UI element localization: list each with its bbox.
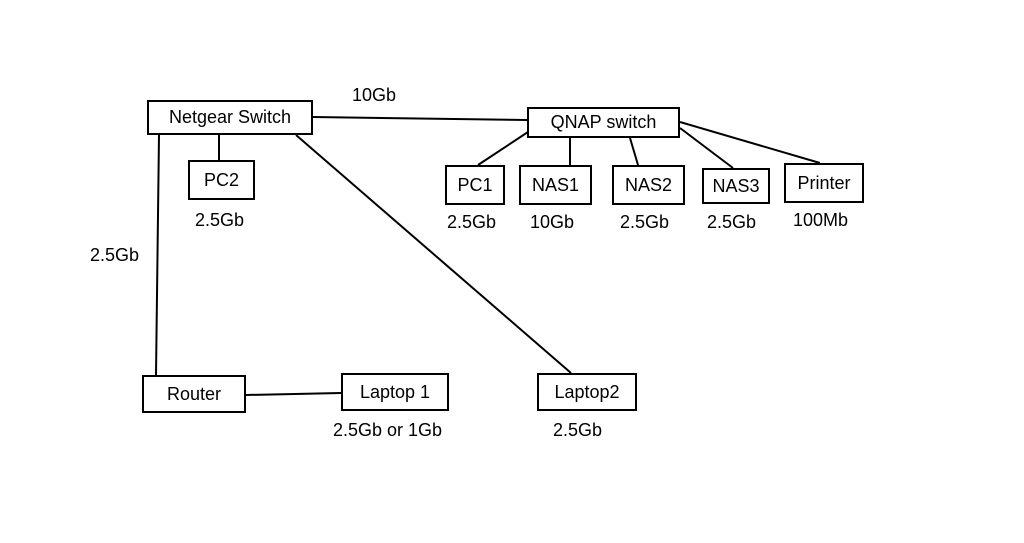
node-label: PC1 bbox=[457, 175, 492, 196]
node-label: Laptop 1 bbox=[360, 382, 430, 403]
node-nas3: NAS3 bbox=[702, 168, 770, 204]
edge-line bbox=[246, 393, 341, 395]
label-text: 10Gb bbox=[352, 85, 396, 105]
node-pc2: PC2 bbox=[188, 160, 255, 200]
label-text: 2.5Gb or 1Gb bbox=[333, 420, 442, 440]
node-printer: Printer bbox=[784, 163, 864, 203]
edge-line bbox=[680, 128, 733, 168]
node-label: NAS3 bbox=[712, 176, 759, 197]
node-nas2: NAS2 bbox=[612, 165, 685, 205]
edge-label-2-5gb: 2.5Gb bbox=[90, 245, 139, 266]
speed-label-laptop2: 2.5Gb bbox=[553, 420, 602, 441]
speed-label-pc1: 2.5Gb bbox=[447, 212, 496, 233]
speed-label-printer: 100Mb bbox=[793, 210, 848, 231]
node-laptop2: Laptop2 bbox=[537, 373, 637, 411]
speed-label-nas2: 2.5Gb bbox=[620, 212, 669, 233]
node-label: NAS1 bbox=[532, 175, 579, 196]
edge-layer bbox=[0, 0, 1024, 543]
speed-label-pc2: 2.5Gb bbox=[195, 210, 244, 231]
node-label: Laptop2 bbox=[554, 382, 619, 403]
node-netgear-switch: Netgear Switch bbox=[147, 100, 313, 135]
node-label: PC2 bbox=[204, 170, 239, 191]
label-text: 2.5Gb bbox=[707, 212, 756, 232]
speed-label-nas1: 10Gb bbox=[530, 212, 574, 233]
node-label: QNAP switch bbox=[551, 112, 657, 133]
node-router: Router bbox=[142, 375, 246, 413]
label-text: 2.5Gb bbox=[195, 210, 244, 230]
label-text: 2.5Gb bbox=[620, 212, 669, 232]
edge-label-10gb: 10Gb bbox=[352, 85, 396, 106]
speed-label-nas3: 2.5Gb bbox=[707, 212, 756, 233]
label-text: 2.5Gb bbox=[553, 420, 602, 440]
speed-label-laptop1: 2.5Gb or 1Gb bbox=[333, 420, 442, 441]
node-label: Netgear Switch bbox=[169, 107, 291, 128]
label-text: 2.5Gb bbox=[90, 245, 139, 265]
edge-line bbox=[478, 128, 534, 165]
label-text: 2.5Gb bbox=[447, 212, 496, 232]
node-qnap-switch: QNAP switch bbox=[527, 107, 680, 138]
edge-line bbox=[156, 135, 159, 375]
node-label: NAS2 bbox=[625, 175, 672, 196]
node-pc1: PC1 bbox=[445, 165, 505, 205]
label-text: 10Gb bbox=[530, 212, 574, 232]
edge-line bbox=[313, 117, 527, 120]
label-text: 100Mb bbox=[793, 210, 848, 230]
edge-line bbox=[630, 138, 638, 165]
node-nas1: NAS1 bbox=[519, 165, 592, 205]
node-label: Printer bbox=[797, 173, 850, 194]
node-label: Router bbox=[167, 384, 221, 405]
edge-line bbox=[680, 122, 820, 163]
node-laptop1: Laptop 1 bbox=[341, 373, 449, 411]
